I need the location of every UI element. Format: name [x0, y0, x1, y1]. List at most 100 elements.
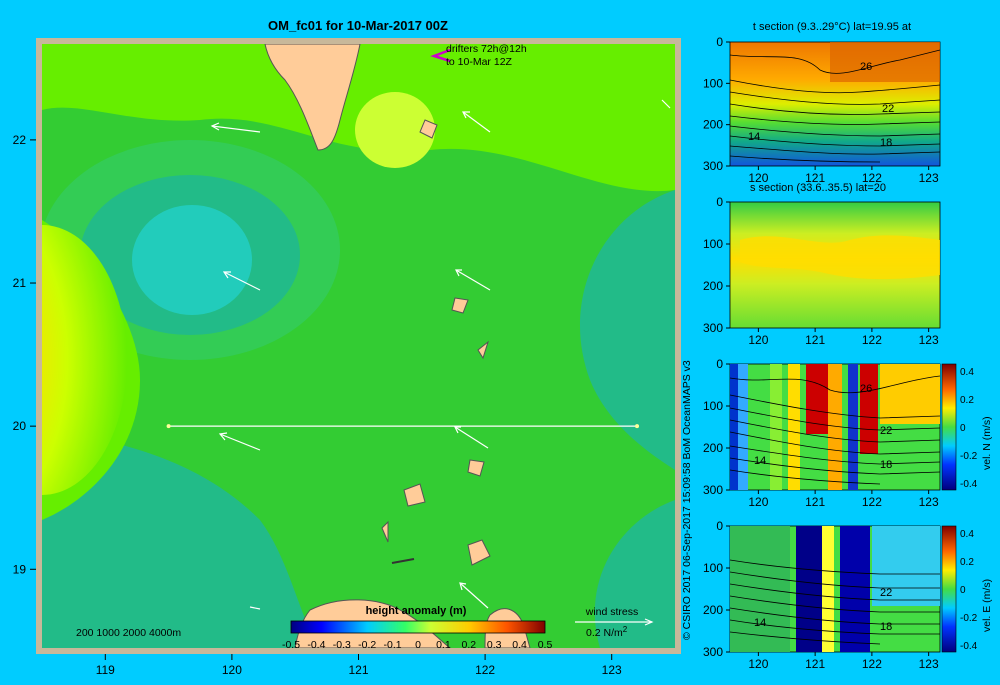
map-x-tick-label: 121 [348, 663, 368, 677]
wind-scale-exponent: 2 [623, 625, 628, 634]
vel-n-ylabel: vel. N (m/s) [981, 416, 993, 470]
map-x-tick-label: 119 [96, 663, 115, 677]
e-lon-ticks: 120 121 122 123 [748, 652, 939, 671]
map-x-tick-label: 122 [475, 663, 495, 677]
n-contour-label: 18 [880, 459, 892, 471]
n-vel-tick-label: -0.2 [960, 451, 978, 462]
e-contour-label: 14 [754, 617, 766, 629]
colorbar-tick-label: 0.3 [487, 639, 502, 651]
s-depth-tick-label: 100 [703, 237, 723, 251]
n-depth-tick-label: 0 [716, 357, 723, 371]
t-contour-label: 26 [860, 61, 872, 73]
s-lon-tick-label: 122 [862, 333, 882, 347]
map-y-tick-label: 22 [13, 133, 27, 147]
colorbar-tick-label: 0.5 [538, 639, 553, 651]
map-y-ticks: 22 21 20 19 [13, 133, 36, 576]
map-x-tick-label: 120 [222, 663, 242, 677]
southwest-cool-region [42, 430, 320, 648]
t-lon-tick-label: 123 [919, 171, 939, 185]
n-vel-tick-label: 0.4 [960, 367, 974, 378]
e-isotherms [729, 559, 940, 645]
s-lon-tick-label: 120 [748, 333, 768, 347]
vel-e-ylabel: vel. E (m/s) [981, 579, 993, 632]
t-lon-tick-label: 120 [748, 171, 768, 185]
credit-text: © CSIRO 2017 06-Sep-2017 15:09:58 BoM Oc… [681, 360, 693, 640]
e-lon-tick-label: 122 [862, 657, 882, 671]
island [403, 483, 426, 507]
colorbar-ticks: -0.5 -0.4 -0.3 -0.2 -0.1 0 0.1 0.2 0.3 0.4 0.5 [282, 639, 552, 651]
n-depth-tick-label: 100 [703, 399, 723, 413]
t-contour-label: 18 [880, 137, 892, 149]
island [451, 297, 469, 314]
wind-stress-label: wind stress [585, 606, 639, 618]
e-contour-labels: 22 18 14 [754, 587, 892, 633]
section-line-end [635, 424, 640, 429]
yellow-patch [355, 92, 435, 168]
e-vel-ticks: 0.4 0.2 0 -0.2 -0.4 [960, 529, 978, 652]
colorbar-tick-label: -0.1 [384, 639, 402, 651]
n-depth-tick-label: 300 [703, 483, 723, 497]
e-vel-tick-label: -0.4 [960, 641, 978, 652]
s-section-panel: s section (33.6..35.5) lat=20 0 100 200 300… [703, 182, 941, 347]
drifter-marker-icon [430, 48, 451, 63]
n-vel-tick-label: -0.4 [960, 479, 978, 490]
n-vel-ticks: 0.4 0.2 0 -0.2 -0.4 [960, 367, 978, 490]
map-y-tick-label: 21 [13, 276, 27, 290]
southeast-cool-region [594, 500, 675, 648]
n-vel-tick-label: 0.2 [960, 395, 974, 406]
t-contour-labels: 26 22 18 14 [748, 61, 894, 149]
map-x-ticks: 119 120 121 122 123 [96, 654, 622, 677]
n-lon-tick-label: 121 [805, 495, 825, 509]
wind-scale-value: 0.2 N/m [586, 627, 623, 639]
n-lon-tick-label: 120 [748, 495, 768, 509]
t-lon-ticks: 120 121 122 123 [748, 166, 939, 185]
n-isotherms [729, 375, 941, 485]
t-depth-tick-label: 300 [703, 159, 723, 173]
colorbar-tick-label: -0.3 [333, 639, 351, 651]
wind-scale-label: 0.2 N/m2 [586, 625, 628, 639]
colorbar-tick-label: -0.5 [282, 639, 300, 651]
taiwan-land [264, 44, 361, 151]
drifter-label-2: to 10-Mar 12Z [446, 56, 513, 68]
n-lon-ticks: 120 121 122 123 [748, 490, 939, 509]
e-vel-tick-label: -0.2 [960, 613, 978, 624]
colorbar-tick-label: -0.4 [307, 639, 325, 651]
e-depth-tick-label: 300 [703, 645, 723, 659]
t-depth-tick-label: 0 [716, 35, 723, 49]
t-depth-tick-label: 200 [703, 118, 723, 132]
n-contour-label: 26 [860, 383, 872, 395]
e-depth-ticks: 0 100 200 300 [703, 519, 730, 659]
vel-n-panel: 26 22 18 14 vel. N (m/s) 0 100 200 300 120 1… [703, 357, 993, 509]
colorbar-tick-label: 0.1 [436, 639, 451, 651]
e-depth-tick-label: 100 [703, 561, 723, 575]
e-vel-tick-label: 0.4 [960, 529, 974, 540]
s-section-title: s section (33.6..35.5) lat=20 [750, 182, 886, 194]
t-section-title: t section (9.3..29°C) lat=19.95 at [753, 21, 911, 33]
n-contour-labels: 26 22 18 14 [754, 383, 892, 471]
t-lon-tick-label: 121 [805, 171, 825, 185]
e-lon-tick-label: 121 [805, 657, 825, 671]
s-depth-tick-label: 300 [703, 321, 723, 335]
map-x-tick-label: 123 [602, 663, 622, 677]
n-depth-ticks: 0 100 200 300 [703, 357, 730, 497]
map-y-tick-label: 19 [13, 562, 27, 576]
n-depth-tick-label: 200 [703, 441, 723, 455]
s-lon-ticks: 120 121 122 123 [748, 328, 939, 347]
island [391, 558, 415, 564]
colorbar [290, 620, 546, 634]
t-isotherms [729, 49, 941, 163]
salinity-core [740, 235, 940, 280]
current-arrows [210, 99, 671, 610]
s-lon-tick-label: 121 [805, 333, 825, 347]
e-lon-tick-label: 120 [748, 657, 768, 671]
t-depth-ticks: 0 100 200 300 [703, 35, 730, 173]
s-lon-tick-label: 123 [919, 333, 939, 347]
e-vel-tick-label: 0 [960, 585, 966, 596]
island [477, 340, 489, 360]
west-warm-anomaly [42, 225, 127, 495]
island [419, 119, 438, 139]
island [381, 520, 389, 543]
n-contour-label: 14 [754, 455, 766, 467]
